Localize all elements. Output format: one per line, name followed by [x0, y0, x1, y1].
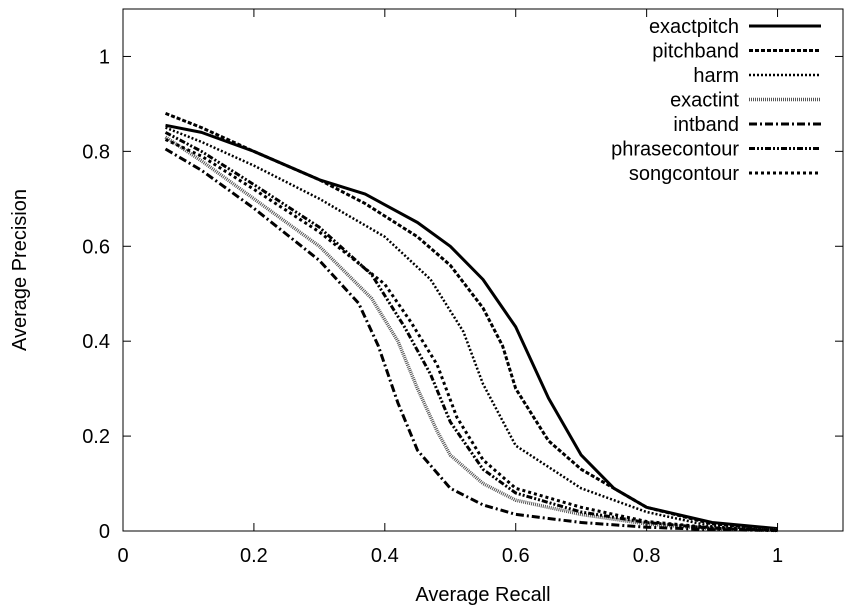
x-tick-label: 1	[772, 545, 783, 567]
series-lines	[164, 112, 778, 533]
series-line-phrasecontour	[164, 131, 778, 532]
x-tick-label: 0.6	[502, 545, 530, 567]
x-tick-label: 0.4	[371, 545, 399, 567]
y-tick-label: 0.6	[82, 236, 110, 258]
series-line-exactint	[164, 135, 778, 533]
legend-label-exactint: exactint	[670, 90, 739, 112]
series-line-exactpitch	[165, 123, 778, 531]
x-tick-label: 0.8	[633, 545, 661, 567]
series-line-intband	[164, 147, 778, 532]
series-line-pitchband	[164, 112, 778, 531]
y-tick-label: 0.4	[82, 331, 110, 353]
series-line-songcontour	[164, 138, 778, 532]
x-tick-label: 0.2	[240, 545, 268, 567]
legend-label-pitchband: pitchband	[652, 41, 739, 63]
x-axis-title: Average Recall	[415, 584, 550, 606]
legend-label-exactpitch: exactpitch	[649, 16, 739, 38]
y-tick-label: 1	[99, 46, 110, 68]
series-line-harm	[165, 126, 778, 532]
legend-label-intband: intband	[673, 114, 739, 136]
y-tick-label: 0.2	[82, 426, 110, 448]
axis-ticks: 0 0.2 0.4 0.6 0.8 1 0 0.2 0.4 0.6 0.8 1	[82, 9, 843, 567]
x-tick-label: 0	[117, 545, 128, 567]
y-tick-label: 0.8	[82, 141, 110, 163]
legend-label-phrasecontour: phrasecontour	[611, 139, 739, 161]
y-tick-label: 0	[99, 521, 110, 543]
legend-label-harm: harm	[693, 65, 739, 87]
plot-frame	[122, 8, 844, 532]
y-axis-title: Average Precision	[9, 189, 31, 351]
legend-label-songcontour: songcontour	[629, 163, 739, 185]
